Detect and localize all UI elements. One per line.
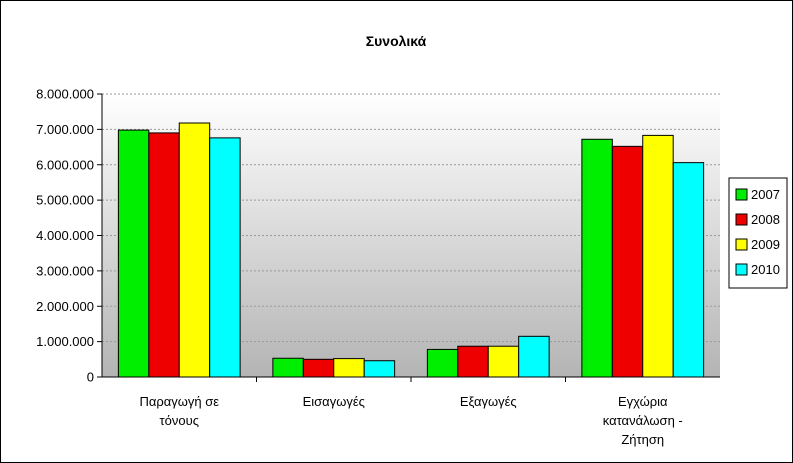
legend: 2007 2008 2009 2010 (728, 177, 788, 289)
bar-2010-cat-3 (672, 162, 705, 378)
y-tick-label: 8.000.000 (36, 87, 94, 102)
bar-2010-cat-2 (518, 335, 550, 378)
y-tick-label: 2.000.000 (36, 299, 94, 314)
legend-swatch-2009 (735, 238, 748, 251)
bar-2007-cat-1 (272, 357, 304, 378)
y-tick-label: 4.000.000 (36, 228, 94, 243)
y-tick-label: 5.000.000 (36, 193, 94, 208)
bar-2007-cat-3 (581, 138, 613, 378)
legend-label-2010: 2010 (751, 262, 780, 277)
x-category-label: Εισαγωγές (303, 394, 365, 409)
x-category-label: Ζήτηση (621, 432, 664, 447)
legend-label-2008: 2008 (751, 212, 780, 227)
y-tick-label: 6.000.000 (36, 157, 94, 172)
y-tick-label: 7.000.000 (36, 122, 94, 137)
legend-label-2007: 2007 (751, 187, 780, 202)
bar-2010-cat-0 (209, 137, 241, 378)
bar-2008-cat-3 (611, 145, 644, 378)
bar-2010-cat-1 (363, 360, 396, 378)
legend-label-2009: 2009 (751, 237, 780, 252)
legend-swatch-2008 (735, 213, 748, 226)
gridlines (102, 93, 720, 343)
legend-swatch-2007 (735, 188, 748, 201)
y-tick-label: 3.000.000 (36, 263, 94, 278)
bar-2009-cat-1 (333, 358, 365, 378)
x-category-label: Εξαγωγές (460, 394, 517, 409)
x-category-label: τόνους (160, 413, 199, 428)
x-category-label: Παραγωγή σε (139, 394, 219, 409)
bar-2007-cat-0 (117, 129, 150, 378)
bar-2008-cat-2 (457, 345, 489, 378)
bar-2007-cat-2 (426, 348, 459, 378)
x-axis-category-labels: Παραγωγή σε τόνους Εισαγωγές Εξαγωγές Εγχώρι… (139, 394, 682, 447)
x-category-label: κατανάλωση - (603, 413, 683, 428)
bar-2008-cat-1 (302, 358, 335, 378)
y-axis-tick-labels: 0 1.000.000 2.000.000 3.000.000 4.000.000 5.0… (36, 87, 94, 385)
bar-2009-cat-2 (487, 345, 520, 378)
chart-title: Συνολικά (366, 33, 427, 49)
bar-2009-cat-0 (178, 122, 211, 378)
bar-2009-cat-3 (642, 134, 674, 378)
bar-2008-cat-0 (148, 132, 180, 378)
x-category-label: Εγχώρια (618, 394, 668, 409)
axes (97, 93, 720, 382)
legend-swatch-2010 (735, 263, 748, 276)
y-tick-label: 0 (87, 370, 94, 385)
y-tick-label: 1.000.000 (36, 334, 94, 349)
